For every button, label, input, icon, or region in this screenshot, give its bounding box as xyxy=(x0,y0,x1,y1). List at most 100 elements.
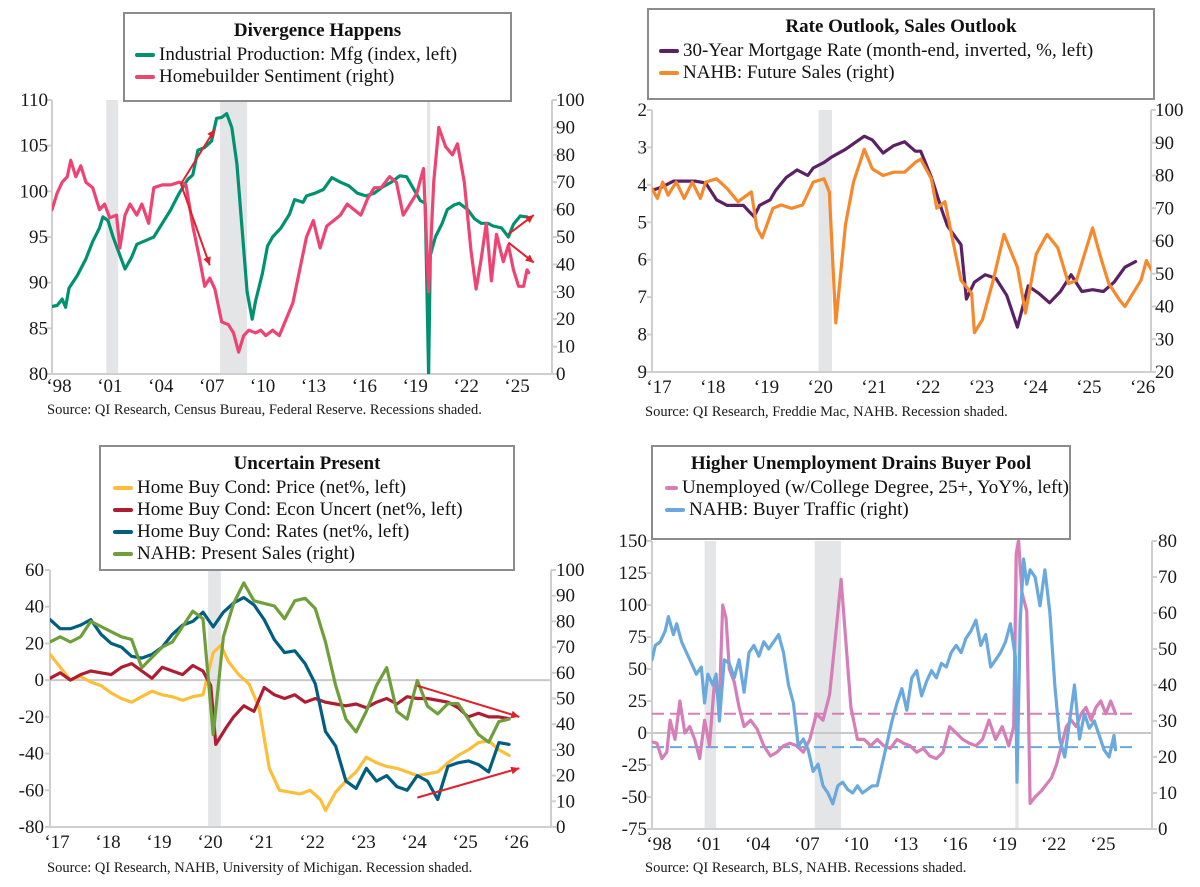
left-tick-label: 20 xyxy=(25,633,44,654)
x-tick-label: ‘26 xyxy=(1130,377,1155,398)
left-tick-label: 9 xyxy=(638,362,648,383)
legend-swatch xyxy=(135,53,155,57)
x-tick-label: ‘07 xyxy=(794,834,819,855)
right-tick-label: 40 xyxy=(1158,675,1177,696)
x-tick-label: ‘19 xyxy=(992,834,1017,855)
series-line xyxy=(52,112,529,374)
left-tick-label: 85 xyxy=(29,318,48,339)
right-tick-label: 60 xyxy=(556,200,575,221)
chart-panel-divergence-happens: 80 85 90 95 100 105 110 0 10 20 30 40 50 60 70 80 90 100 ‘… xyxy=(0,0,600,440)
x-tick-label: ‘98 xyxy=(646,834,671,855)
legend-item: Home Buy Cond: Rates (net%, left) xyxy=(101,521,513,543)
x-tick-label: ‘01 xyxy=(696,834,721,855)
right-tick-label: 40 xyxy=(556,714,575,735)
chart-title: Rate Outlook, Sales Outlook xyxy=(785,16,1017,37)
left-tick-label: -50 xyxy=(622,787,647,808)
recession-shade xyxy=(818,110,833,372)
arrow-head-icon xyxy=(510,766,520,775)
source-note: Source: QI Research, BLS, NAHB. Recessio… xyxy=(645,860,966,876)
annotation-arrow xyxy=(416,684,520,718)
legend-swatch xyxy=(113,486,133,490)
right-tick-label: 30 xyxy=(556,282,575,303)
x-tick-label: ‘10 xyxy=(250,376,275,397)
source-note: Source: QI Research, Census Bureau, Fede… xyxy=(47,402,482,418)
legend-swatch xyxy=(113,530,133,534)
x-tick-label: ‘20 xyxy=(808,377,833,398)
source-note: Source: QI Research, NAHB, University of… xyxy=(47,860,472,876)
x-tick-label: ‘13 xyxy=(893,834,918,855)
right-tick-label: 0 xyxy=(1158,819,1168,840)
left-tick-label: 25 xyxy=(628,691,647,712)
chart-title: Uncertain Present xyxy=(233,453,381,474)
legend-swatch xyxy=(113,552,133,556)
left-tick-label: -40 xyxy=(19,744,44,765)
left-tick-label: 50 xyxy=(628,659,647,680)
right-tick-label: 10 xyxy=(556,337,575,358)
recession-shade xyxy=(704,541,717,829)
left-tick-label: 105 xyxy=(20,136,49,157)
legend-label: Industrial Production: Mfg (index, left) xyxy=(159,44,458,65)
x-tick-label: ‘04 xyxy=(745,834,771,855)
x-tick-label: ‘18 xyxy=(95,832,120,853)
chart-title: Divergence Happens xyxy=(233,20,402,41)
series-line xyxy=(50,595,511,802)
right-tick-label: 20 xyxy=(556,309,575,330)
chart-panel-higher-unemployment: -75 -50 -25 0 25 50 75 100 125 150 0 10 20 30 40 50 60 70… xyxy=(600,440,1200,887)
x-tick-label: ‘19 xyxy=(146,832,171,853)
right-tick-label: 30 xyxy=(1155,329,1174,350)
left-tick-label: 150 xyxy=(619,531,648,552)
right-tick-label: 30 xyxy=(556,740,575,761)
legend-item: NAHB: Buyer Traffic (right) xyxy=(653,499,1069,521)
legend-swatch xyxy=(659,71,679,75)
legend-swatch xyxy=(665,486,679,490)
right-tick-label: 100 xyxy=(556,560,585,581)
source-note: Source: QI Research, Freddie Mac, NAHB. … xyxy=(645,404,1008,420)
left-tick-label: 7 xyxy=(638,287,648,308)
legend-item: Homebuilder Sentiment (right) xyxy=(125,66,510,88)
right-tick-label: 20 xyxy=(1155,362,1174,383)
x-tick-label: ‘22 xyxy=(454,376,479,397)
legend-item: NAHB: Future Sales (right) xyxy=(649,62,1153,84)
x-tick-label: ‘25 xyxy=(1090,834,1115,855)
x-tick-label: ‘01 xyxy=(97,376,122,397)
legend-label: Unemployed (w/College Degree, 25+, YoY%,… xyxy=(682,477,1069,498)
recession-shade xyxy=(426,100,431,374)
x-tick-label: ‘18 xyxy=(700,377,725,398)
chart-panel-rate-outlook: 2 3 4 5 6 7 8 9 20 30 40 50 60 70 80 90 100 ‘17 ‘18 ‘19 ‘20 ‘… xyxy=(600,0,1200,440)
left-tick-label: -25 xyxy=(622,755,647,776)
legend-label: Home Buy Cond: Rates (net%, left) xyxy=(137,521,410,542)
legend-item: Home Buy Cond: Econ Uncert (net%, left) xyxy=(101,499,513,521)
legend-item: Unemployed (w/College Degree, 25+, YoY%,… xyxy=(653,477,1069,499)
right-tick-label: 10 xyxy=(1158,783,1177,804)
left-tick-label: 3 xyxy=(638,137,648,158)
chart-rate-outlook-sales-outlook: 2 3 4 5 6 7 8 9 20 30 40 50 60 70 80 90 100 ‘17 ‘18 ‘19 ‘20 ‘… xyxy=(638,100,1184,420)
legend-label: NAHB: Present Sales (right) xyxy=(137,543,355,564)
x-tick-label: ‘10 xyxy=(844,834,869,855)
x-tick-label: ‘22 xyxy=(1041,834,1066,855)
x-tick-label: ‘26 xyxy=(503,832,528,853)
x-tick-label: ‘23 xyxy=(969,377,994,398)
right-tick-label: 50 xyxy=(556,227,575,248)
x-tick-label: ‘22 xyxy=(299,832,324,853)
legend-item: NAHB: Present Sales (right) xyxy=(101,543,513,565)
right-tick-label: 60 xyxy=(1158,603,1177,624)
left-tick-label: 100 xyxy=(20,181,49,202)
series-line xyxy=(50,581,511,744)
x-tick-label: ‘19 xyxy=(754,377,779,398)
series-line xyxy=(652,134,1138,329)
left-tick-label: 40 xyxy=(25,597,44,618)
right-tick-label: 40 xyxy=(556,254,575,275)
series-line xyxy=(50,662,511,746)
chart-divergence-happens: 80 85 90 95 100 105 110 0 10 20 30 40 50 60 70 80 90 100 ‘… xyxy=(20,90,585,418)
right-tick-label: 80 xyxy=(556,145,575,166)
x-tick-label: ‘17 xyxy=(646,377,671,398)
right-tick-label: 20 xyxy=(556,766,575,787)
arrow-head-icon xyxy=(203,256,211,266)
x-tick-label: ‘25 xyxy=(452,832,477,853)
right-tick-label: 60 xyxy=(1155,231,1174,252)
legend-swatch xyxy=(665,508,685,512)
legend-item: 30-Year Mortgage Rate (month-end, invert… xyxy=(649,40,1153,62)
left-tick-label: 8 xyxy=(638,325,648,346)
right-tick-label: 20 xyxy=(1158,747,1177,768)
x-tick-label: ‘21 xyxy=(248,832,273,853)
